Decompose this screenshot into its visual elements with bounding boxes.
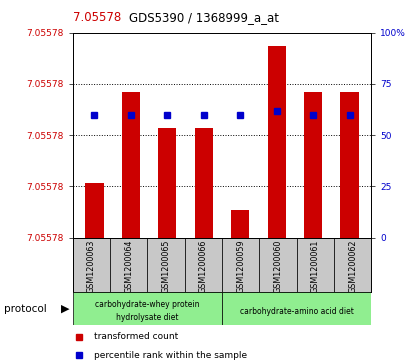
Bar bbox=[195, 129, 213, 238]
Text: GSM1200066: GSM1200066 bbox=[199, 240, 208, 293]
Bar bbox=[222, 292, 371, 325]
Text: transformed count: transformed count bbox=[93, 333, 178, 341]
Text: GSM1200063: GSM1200063 bbox=[87, 240, 96, 293]
Bar bbox=[185, 238, 222, 292]
Text: GSM1200061: GSM1200061 bbox=[311, 240, 320, 293]
Text: GSM1200059: GSM1200059 bbox=[236, 240, 245, 293]
Bar bbox=[304, 92, 322, 238]
Text: GSM1200065: GSM1200065 bbox=[161, 240, 171, 293]
Bar bbox=[73, 238, 110, 292]
Bar bbox=[73, 292, 222, 325]
Bar bbox=[222, 238, 259, 292]
Bar bbox=[158, 129, 176, 238]
Bar bbox=[147, 238, 185, 292]
Bar bbox=[122, 92, 140, 238]
Text: hydrolysate diet: hydrolysate diet bbox=[116, 313, 178, 322]
Text: GSM1200062: GSM1200062 bbox=[348, 240, 357, 293]
Bar bbox=[259, 238, 297, 292]
Text: percentile rank within the sample: percentile rank within the sample bbox=[93, 351, 247, 359]
Text: carbohydrate-whey protein: carbohydrate-whey protein bbox=[95, 300, 200, 309]
Text: GSM1200064: GSM1200064 bbox=[124, 240, 133, 293]
Text: protocol: protocol bbox=[4, 303, 47, 314]
Text: ▶: ▶ bbox=[61, 303, 70, 314]
Bar bbox=[231, 211, 249, 238]
Bar bbox=[85, 183, 104, 238]
Bar bbox=[268, 46, 286, 238]
Bar bbox=[334, 238, 371, 292]
Text: 7.05578: 7.05578 bbox=[73, 11, 121, 24]
Bar bbox=[110, 238, 147, 292]
Bar bbox=[340, 92, 359, 238]
Bar bbox=[297, 238, 334, 292]
Text: GDS5390 / 1368999_a_at: GDS5390 / 1368999_a_at bbox=[129, 11, 278, 24]
Text: carbohydrate-amino acid diet: carbohydrate-amino acid diet bbox=[240, 307, 354, 316]
Text: GSM1200060: GSM1200060 bbox=[273, 240, 283, 293]
